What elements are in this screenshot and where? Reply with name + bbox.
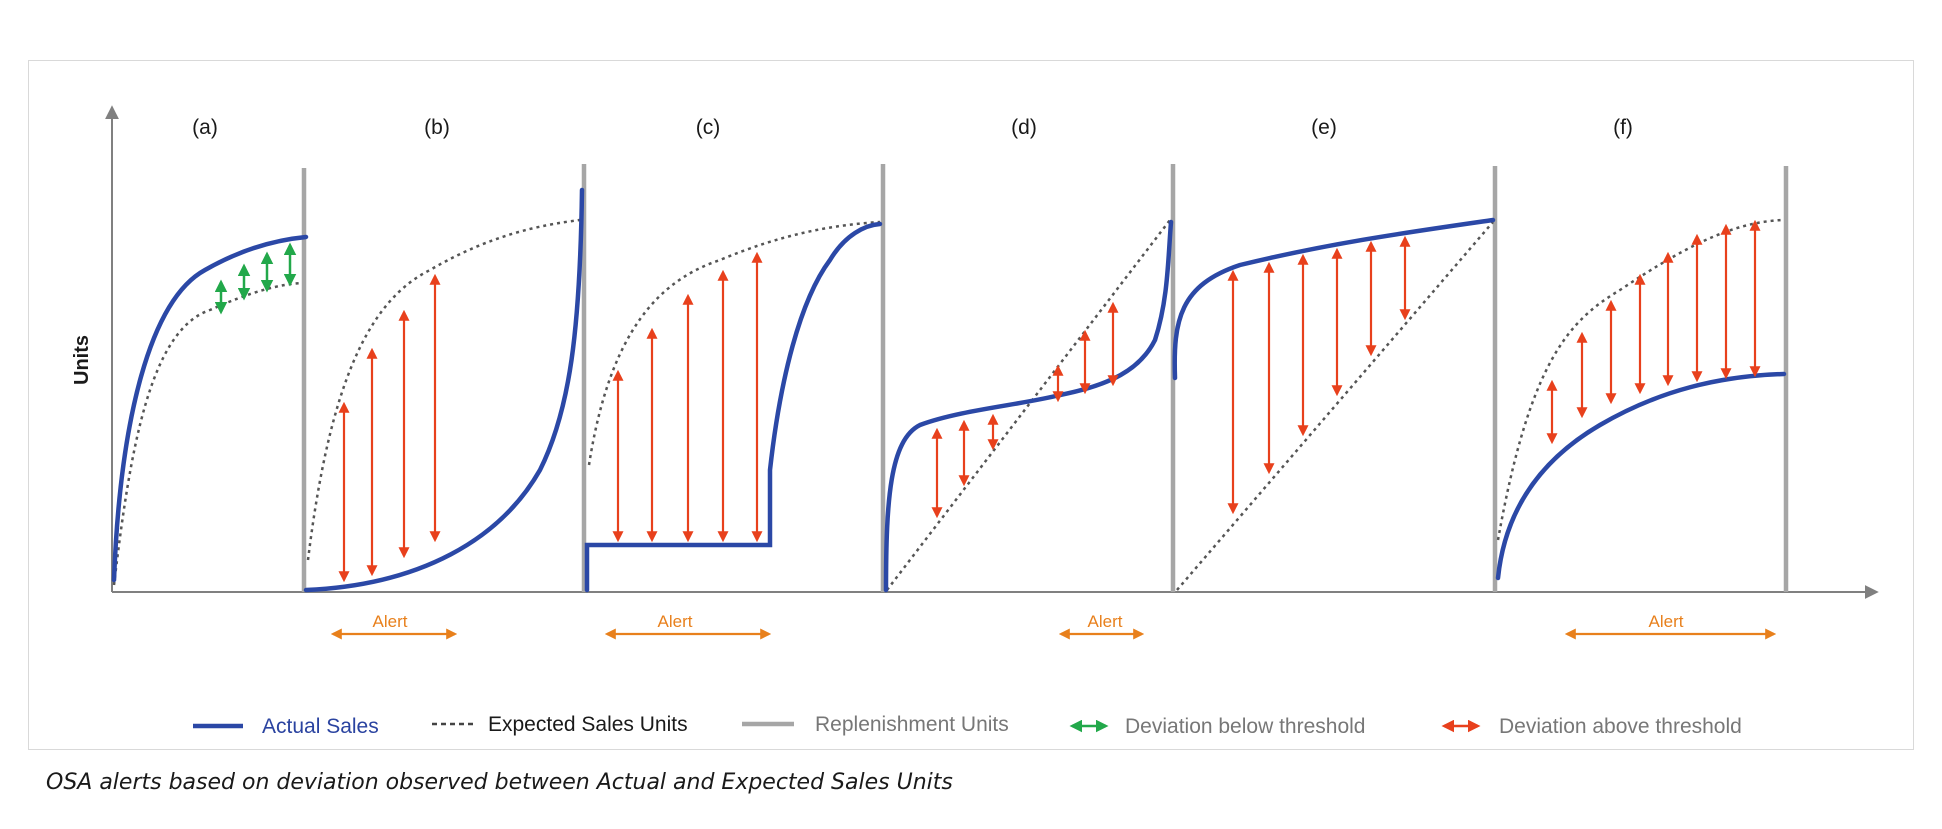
actual-curve-f — [1495, 371, 1787, 581]
legend-label-above: Deviation above threshold — [1499, 715, 1742, 738]
panel-label-a: (a) — [192, 116, 218, 139]
figure-caption: OSA alerts based on deviation observed b… — [46, 770, 953, 795]
panel-label-c: (c) — [696, 116, 721, 139]
expected-curve-e — [1176, 221, 1494, 591]
expected-curve-d — [886, 219, 1171, 591]
y-axis-label: Units — [71, 335, 93, 385]
panel-label-e: (e) — [1311, 116, 1337, 139]
expected-curve-b — [306, 218, 581, 561]
legend-label-actual: Actual Sales — [262, 715, 379, 738]
alert-label-b: Alert — [373, 612, 408, 631]
panel-label-d: (d) — [1011, 116, 1037, 139]
figure-frame — [28, 60, 1914, 750]
expected-sales-curves — [112, 218, 1784, 591]
green-deviation-arrows — [214, 242, 297, 315]
legend-label-replenishment: Replenishment Units — [815, 713, 1009, 736]
replenishment-bars — [301, 164, 1789, 592]
legend-label-expected: Expected Sales Units — [488, 713, 688, 736]
actual-curve-b — [303, 187, 585, 593]
alert-label-c: Alert — [658, 612, 693, 631]
actual-curve-c — [584, 221, 883, 593]
panel-label-f: (f) — [1613, 116, 1633, 139]
alert-label-d: Alert — [1088, 612, 1123, 631]
alert-label-f: Alert — [1649, 612, 1684, 631]
panel-labels: (a) (b) (c) (d) (e) (f) — [192, 116, 1633, 139]
red-deviation-arrows — [338, 219, 1761, 583]
actual-curve-a — [111, 234, 309, 583]
actual-curve-e — [1172, 217, 1496, 381]
alert-ranges: Alert Alert Alert Alert — [330, 612, 1777, 640]
legend-label-below: Deviation below threshold — [1125, 715, 1365, 738]
panel-label-b: (b) — [424, 116, 450, 139]
expected-curve-c — [587, 220, 881, 466]
legend: Actual Sales Expected Sales Units Replen… — [193, 713, 1742, 738]
expected-curve-a — [112, 281, 303, 586]
actual-sales-curves — [111, 187, 1787, 593]
actual-curve-d — [883, 219, 1174, 593]
